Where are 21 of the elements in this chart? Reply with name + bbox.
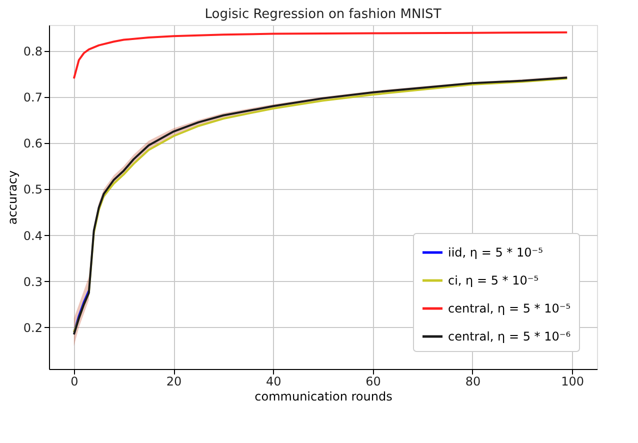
x-axis-title: communication rounds xyxy=(254,390,392,404)
legend-label: central, η = 5 * 10⁻⁶ xyxy=(448,330,571,344)
x-tick-label: 60 xyxy=(366,374,381,388)
x-tick-label: 100 xyxy=(561,374,584,388)
y-tick-label: 0.5 xyxy=(23,182,42,197)
legend-label: iid, η = 5 * 10⁻⁵ xyxy=(448,246,544,260)
x-tick-label: 40 xyxy=(266,374,282,388)
x-tick-label: 0 xyxy=(70,374,78,388)
line-series xyxy=(72,31,568,80)
x-tick-label: 20 xyxy=(166,374,182,388)
y-tick-label: 0.4 xyxy=(23,228,42,243)
x-tick-label: 80 xyxy=(465,374,481,388)
legend-label: ci, η = 5 * 10⁻⁵ xyxy=(448,274,539,288)
y-tick-label: 0.3 xyxy=(23,274,42,289)
y-tick-label: 0.6 xyxy=(23,136,42,151)
chart-title: Logisic Regression on fashion MNIST xyxy=(204,7,442,22)
y-tick-label: 0.7 xyxy=(23,90,42,104)
y-axis-title: accuracy xyxy=(5,170,20,225)
legend-label: central, η = 5 * 10⁻⁵ xyxy=(448,302,571,316)
y-tick-label: 0.2 xyxy=(23,321,42,335)
y-tick-label: 0.8 xyxy=(23,44,42,58)
